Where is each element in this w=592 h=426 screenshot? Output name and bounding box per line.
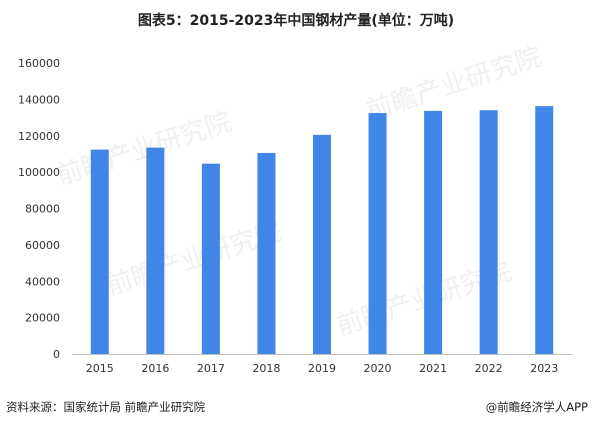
- x-tick-label: 2021: [419, 362, 447, 375]
- x-tick-label: 2017: [197, 362, 225, 375]
- x-tick-label: 2023: [530, 362, 558, 375]
- y-tick-label: 80000: [25, 203, 60, 216]
- bar-chart: 前瞻产业研究院 前瞻产业研究院 前瞻产业研究院 前瞻产业研究院 0 20000 40…: [18, 42, 572, 375]
- x-tick-label: 2022: [475, 362, 503, 375]
- y-tick-label: 120000: [18, 130, 60, 143]
- x-axis-labels: 2015 2016 2017 2018 2019 2020 2021 2022 2023: [86, 362, 558, 375]
- y-tick-label: 100000: [18, 166, 60, 179]
- y-axis-labels: 0 20000 40000 60000 80000 100000 120000 140000 1…: [18, 57, 60, 361]
- bar-2017: [201, 163, 220, 354]
- y-tick-label: 160000: [18, 57, 60, 70]
- x-tick-label: 2019: [308, 362, 336, 375]
- x-tick-label: 2018: [252, 362, 280, 375]
- watermark-text: 前瞻产业研究院: [363, 42, 545, 127]
- y-tick-label: 40000: [25, 275, 60, 288]
- x-tick-label: 2015: [86, 362, 114, 375]
- x-tick-label: 2020: [364, 362, 392, 375]
- brand-credit: @前瞻经济学人APP: [485, 400, 588, 414]
- bar-2019: [313, 134, 331, 354]
- bar-2020: [368, 113, 387, 354]
- bar-2018: [257, 152, 276, 354]
- footer: 资料来源：国家统计局 前瞻产业研究院 @前瞻经济学人APP: [0, 392, 592, 426]
- chart-title: 图表5：2015-2023年中国钢材产量(单位：万吨): [137, 13, 455, 29]
- y-tick-label: 20000: [25, 312, 60, 325]
- bar-2016: [146, 147, 165, 354]
- bar-2021: [424, 110, 443, 354]
- x-tick-label: 2016: [141, 362, 169, 375]
- bar-2015: [90, 149, 109, 354]
- bar-2023: [535, 106, 554, 354]
- bar-2022: [479, 110, 498, 354]
- y-tick-label: 60000: [25, 239, 60, 252]
- bars: [90, 106, 554, 354]
- watermark-layer: 前瞻产业研究院 前瞻产业研究院 前瞻产业研究院 前瞻产业研究院: [53, 42, 545, 342]
- y-tick-label: 0: [53, 348, 60, 361]
- y-tick-label: 140000: [18, 93, 60, 106]
- source-note: 资料来源：国家统计局 前瞻产业研究院: [6, 400, 206, 414]
